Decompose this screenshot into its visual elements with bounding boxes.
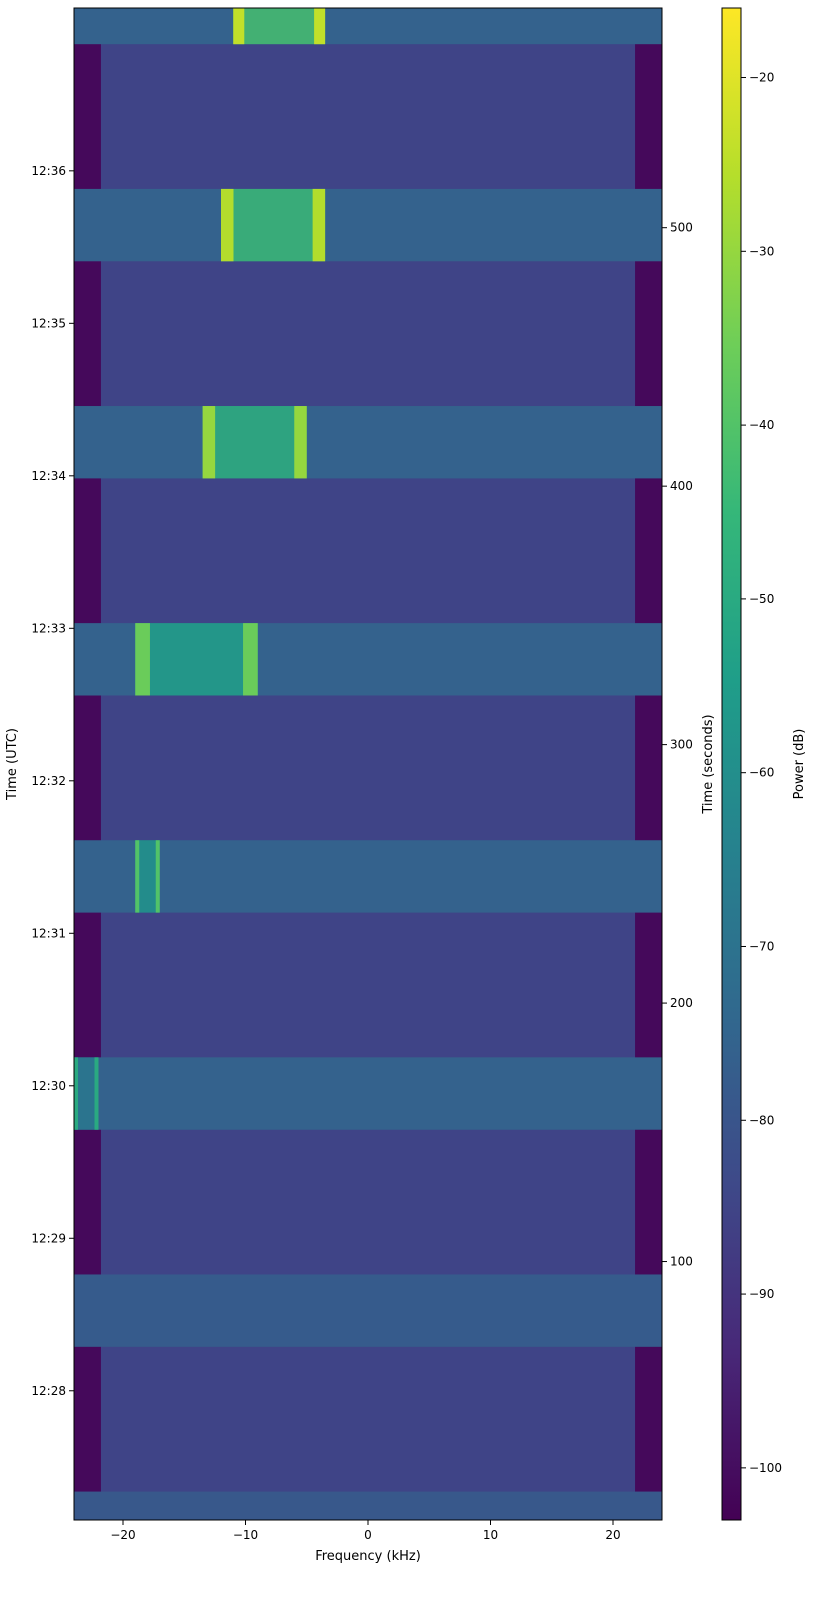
y-right-axis-label: Time (seconds) — [701, 714, 716, 814]
spectrogram-heatmap — [74, 8, 662, 1520]
x-tick-label: −20 — [110, 1528, 135, 1542]
strong-signal-0 — [233, 8, 326, 45]
colorbar-tick-label: −80 — [749, 1113, 774, 1127]
colorbar-tick-label: −40 — [749, 418, 774, 432]
y-right-axis-ticks: 100 200 300 400 500 — [662, 221, 693, 1269]
y-left-tick-label: 12:36 — [31, 164, 66, 178]
y-right-tick-label: 400 — [670, 479, 693, 493]
signal-fill — [221, 188, 326, 262]
bright-band-5 — [74, 406, 662, 479]
colorbar-ticks: −100 −90 −80 −70 −60 −50 −40 −30 −20 — [741, 71, 782, 1475]
signal-fill — [202, 406, 307, 479]
y-left-tick-label: 12:29 — [31, 1231, 66, 1245]
y-left-tick-label: 12:32 — [31, 774, 66, 788]
y-left-tick-label: 12:35 — [31, 316, 66, 330]
signal-edge-right — [243, 623, 258, 696]
x-tick-label: 0 — [364, 1528, 372, 1542]
signal-edge-left — [74, 1057, 78, 1130]
y-left-axis-label: Time (UTC) — [5, 728, 20, 801]
colorbar-tick-label: −30 — [749, 244, 774, 258]
signal-edge-left — [202, 406, 216, 479]
signal-edge-right — [294, 406, 307, 479]
colorbar: −100 −90 −80 −70 −60 −50 −40 −30 −20 Power (dB) — [721, 7, 807, 1521]
bright-band-0 — [74, 1491, 662, 1520]
strong-signal-1 — [221, 188, 326, 262]
x-axis-label: Frequency (kHz) — [315, 1549, 421, 1564]
signal-edge-right — [312, 188, 326, 262]
signal-fill — [74, 1057, 99, 1130]
colorbar-tick-label: −100 — [749, 1461, 782, 1475]
y-left-axis-ticks: 12:28 12:29 12:30 12:31 12:32 12:33 12:34 12:35… — [31, 164, 74, 1398]
x-axis-ticks: −20 −10 0 10 20 — [110, 1520, 621, 1542]
plot-area — [73, 7, 663, 1521]
x-tick-label: −10 — [233, 1528, 258, 1542]
y-left-tick-label: 12:33 — [31, 621, 66, 635]
signal-edge-left — [233, 8, 245, 45]
y-left-tick-label: 12:30 — [31, 1079, 66, 1093]
y-right-tick-label: 200 — [670, 996, 693, 1010]
colorbar-tick-label: −50 — [749, 592, 774, 606]
signal-edge-right — [94, 1057, 99, 1130]
bright-band-6 — [74, 188, 662, 262]
strong-signal-2 — [202, 406, 307, 479]
signal-fill — [135, 840, 160, 913]
signal-edge-left — [135, 623, 150, 696]
signal-edge-left — [135, 840, 140, 913]
x-tick-label: 10 — [483, 1528, 498, 1542]
strong-signal-5 — [74, 1057, 99, 1130]
strong-signal-4 — [135, 840, 160, 913]
bright-band-3 — [74, 840, 662, 913]
x-tick-label: 20 — [605, 1528, 620, 1542]
colorbar-tick-label: −20 — [749, 71, 774, 85]
y-right-tick-label: 500 — [670, 221, 693, 235]
bright-band-2 — [74, 1057, 662, 1130]
strong-signal-3 — [135, 623, 258, 696]
colorbar-tick-label: −70 — [749, 939, 774, 953]
y-left-tick-label: 12:28 — [31, 1384, 66, 1398]
y-left-tick-label: 12:31 — [31, 926, 66, 940]
signal-edge-left — [221, 188, 234, 262]
bright-band-1 — [74, 1274, 662, 1347]
colorbar-tick-label: −60 — [749, 766, 774, 780]
signal-fill — [135, 623, 258, 696]
colorbar-tick-label: −90 — [749, 1287, 774, 1301]
colorbar-label: Power (dB) — [792, 729, 807, 800]
signal-fill — [233, 8, 326, 45]
colorbar-gradient — [721, 7, 742, 1521]
signal-edge-right — [314, 8, 326, 45]
y-left-tick-label: 12:34 — [31, 469, 66, 483]
signal-edge-right — [155, 840, 160, 913]
y-right-tick-label: 300 — [670, 738, 693, 752]
bright-band-7 — [74, 8, 662, 45]
y-right-tick-label: 100 — [670, 1255, 693, 1269]
